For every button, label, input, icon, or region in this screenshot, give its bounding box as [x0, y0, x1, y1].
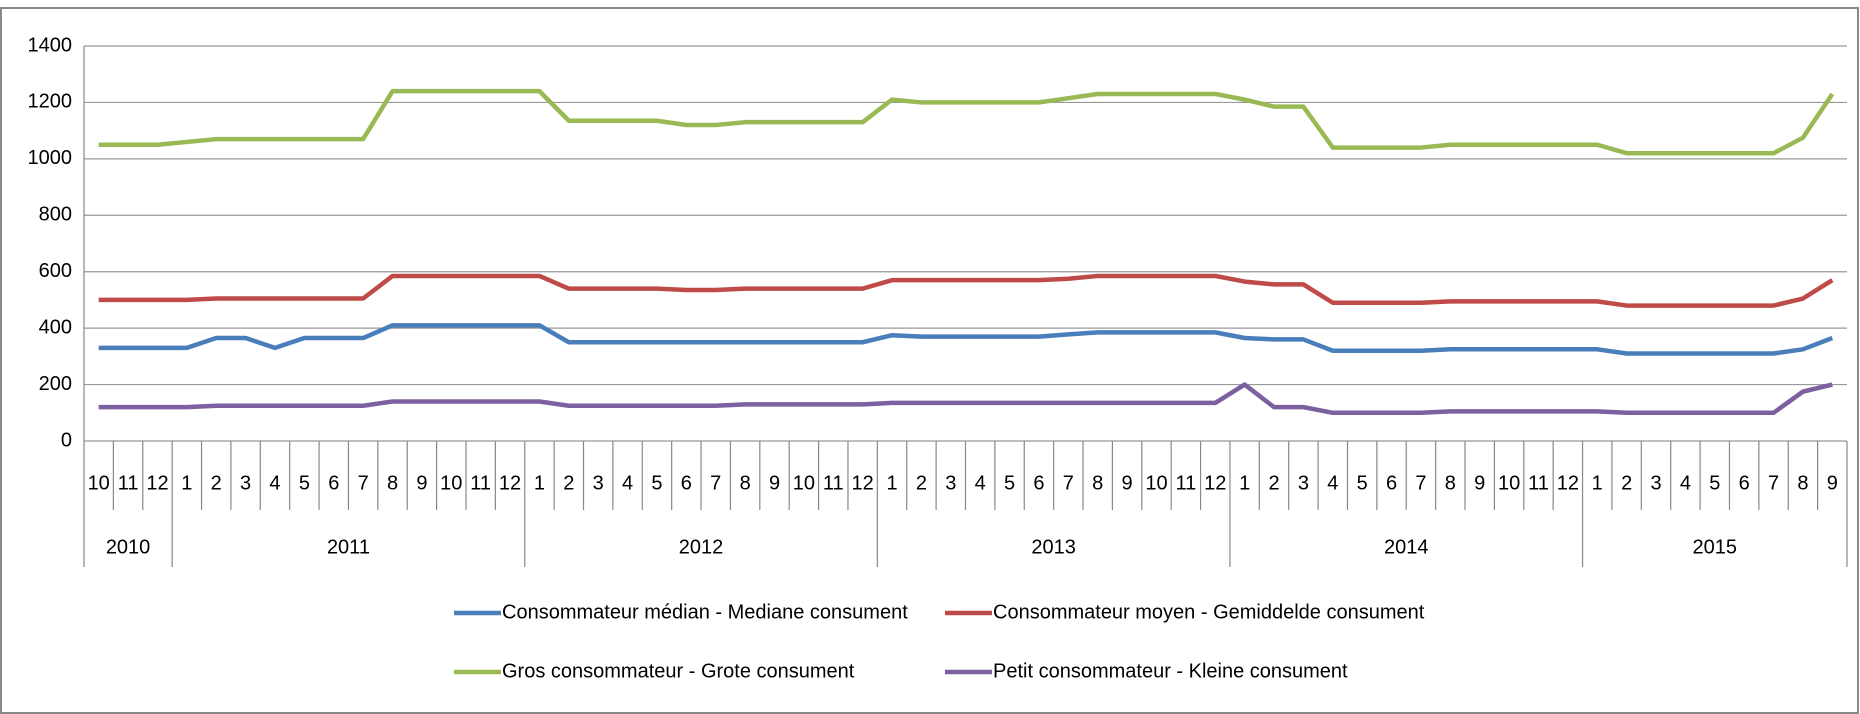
x-tick-label: 11 [1528, 472, 1549, 494]
x-tick-label: 5 [651, 472, 662, 494]
x-tick-label: 6 [1386, 472, 1397, 494]
x-tick-label: 12 [146, 472, 168, 494]
x-tick-label: 3 [1298, 472, 1309, 494]
series-line [98, 88, 1835, 156]
x-tick-label: 9 [1474, 472, 1485, 494]
x-tick-label: 5 [1709, 472, 1720, 494]
legend-label: Consommateur moyen - Gemiddelde consumen… [993, 601, 1425, 623]
x-tick-label: 4 [1680, 472, 1691, 494]
x-group-label: 2012 [679, 536, 724, 558]
x-tick-label: 11 [118, 472, 139, 494]
x-tick-label: 2 [916, 472, 927, 494]
x-tick-label: 9 [769, 472, 780, 494]
x-tick-label: 4 [975, 472, 986, 494]
y-tick-label: 1200 [28, 91, 73, 113]
y-tick-label: 800 [39, 204, 72, 226]
x-tick-label: 8 [387, 472, 398, 494]
x-group-label: 2014 [1384, 536, 1429, 558]
y-tick-label: 600 [39, 260, 72, 282]
x-tick-label: 7 [710, 472, 721, 494]
x-tick-label: 10 [1498, 472, 1520, 494]
x-tick-label: 12 [1204, 472, 1226, 494]
legend-label: Gros consommateur - Grote consument [502, 660, 855, 682]
x-tick-label: 4 [269, 472, 280, 494]
x-tick-label: 12 [852, 472, 874, 494]
x-tick-label: 3 [1650, 472, 1661, 494]
series-line [98, 382, 1833, 416]
x-tick-label: 1 [1592, 472, 1603, 494]
x-tick-label: 3 [945, 472, 956, 494]
x-tick-label: 5 [1357, 472, 1368, 494]
x-tick-label: 8 [1797, 472, 1808, 494]
x-tick-label: 8 [1092, 472, 1103, 494]
legend-label: Petit consommateur - Kleine consument [993, 660, 1348, 682]
x-tick-label: 5 [1004, 472, 1015, 494]
x-tick-label: 9 [1827, 472, 1838, 494]
x-tick-label: 4 [1327, 472, 1338, 494]
x-tick-label: 9 [416, 472, 427, 494]
chart-frame [0, 7, 1859, 714]
x-tick-label: 1 [181, 472, 192, 494]
x-tick-label: 1 [1239, 472, 1250, 494]
x-tick-label: 6 [328, 472, 339, 494]
x-tick-label: 11 [823, 472, 844, 494]
x-tick-label: 11 [470, 472, 491, 494]
x-tick-label: 8 [740, 472, 751, 494]
x-tick-label: 2 [1268, 472, 1279, 494]
x-tick-label: 10 [793, 472, 815, 494]
x-tick-label: 6 [1739, 472, 1750, 494]
x-group-label: 2010 [106, 536, 151, 558]
x-tick-label: 4 [622, 472, 633, 494]
series-line [98, 323, 1834, 356]
x-tick-label: 1 [886, 472, 897, 494]
y-tick-label: 200 [39, 373, 72, 395]
x-tick-label: 12 [499, 472, 521, 494]
x-tick-label: 7 [1768, 472, 1779, 494]
x-tick-label: 12 [1557, 472, 1579, 494]
series-line [98, 273, 1834, 308]
x-tick-label: 2 [563, 472, 574, 494]
x-tick-label: 2 [211, 472, 222, 494]
y-tick-label: 1000 [28, 147, 73, 169]
x-group-label: 2015 [1693, 536, 1738, 558]
x-tick-label: 9 [1122, 472, 1133, 494]
y-tick-label: 400 [39, 316, 72, 338]
x-tick-label: 3 [240, 472, 251, 494]
y-tick-label: 1400 [28, 34, 73, 56]
x-tick-label: 6 [681, 472, 692, 494]
x-tick-label: 10 [440, 472, 462, 494]
x-tick-label: 3 [593, 472, 604, 494]
x-group-label: 2011 [327, 536, 370, 558]
x-tick-label: 5 [299, 472, 310, 494]
x-tick-label: 7 [358, 472, 369, 494]
x-tick-label: 10 [88, 472, 110, 494]
x-tick-label: 7 [1415, 472, 1426, 494]
y-tick-label: 0 [61, 429, 72, 451]
x-tick-label: 11 [1175, 472, 1196, 494]
legend-label: Consommateur médian - Mediane consument [502, 601, 908, 623]
x-tick-label: 2 [1621, 472, 1632, 494]
x-tick-label: 6 [1033, 472, 1044, 494]
x-tick-label: 8 [1445, 472, 1456, 494]
x-tick-label: 1 [534, 472, 545, 494]
x-tick-label: 10 [1145, 472, 1167, 494]
x-tick-label: 7 [1063, 472, 1074, 494]
x-group-label: 2013 [1031, 536, 1076, 558]
